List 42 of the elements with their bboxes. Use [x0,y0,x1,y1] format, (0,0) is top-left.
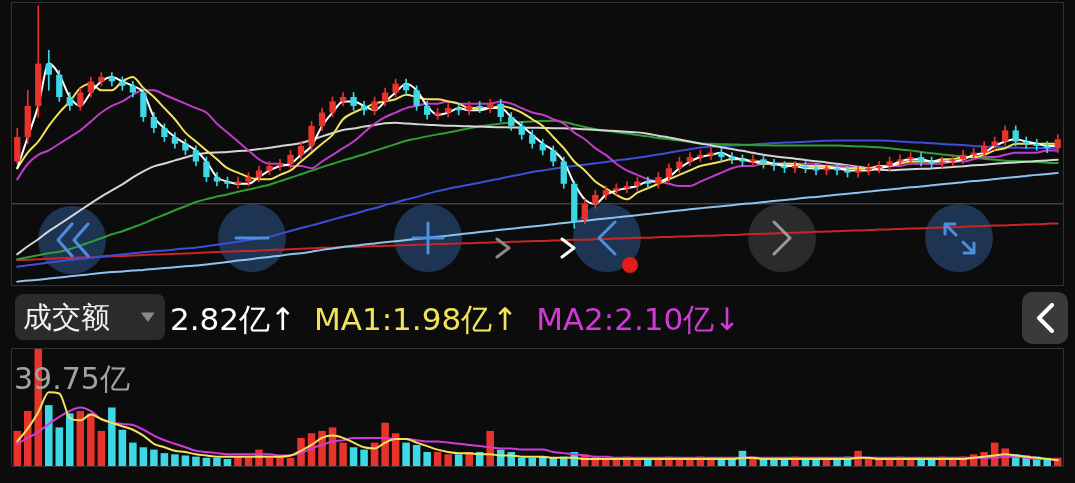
bar [223,458,232,466]
bar [192,456,200,466]
bar [213,457,221,466]
bar [528,457,537,466]
bar [66,413,74,466]
bar [139,447,148,466]
bar [202,457,211,466]
bar [339,442,347,466]
dropdown-field: 成交额 [15,294,165,340]
bar [55,427,64,466]
bar [454,454,463,466]
candlestick [1023,136,1030,149]
text: MA2:2.10亿↓ [536,301,741,337]
bar [13,430,22,466]
bar [87,413,95,466]
bar [433,451,442,466]
bar [549,457,558,466]
bar [108,407,116,466]
bar [129,442,137,466]
bar [234,456,242,466]
bar [517,457,526,466]
bar [181,455,190,466]
text: 2.82亿↑ [170,301,296,337]
bar [244,457,253,466]
bar [276,456,284,466]
bar [402,442,410,466]
bar [45,405,53,466]
chart-title: 成交额 [23,300,110,334]
bar [349,447,358,466]
bar [265,457,274,466]
bar [360,449,368,466]
text: MA1:1.98亿↑ [314,301,519,337]
bar [412,444,421,466]
bar [171,454,179,466]
bar [150,449,158,466]
bar [160,453,169,466]
bar [538,456,547,466]
bar [423,451,431,466]
bar [444,454,452,466]
bar [118,429,127,466]
bar [286,457,295,466]
bar [97,430,106,466]
